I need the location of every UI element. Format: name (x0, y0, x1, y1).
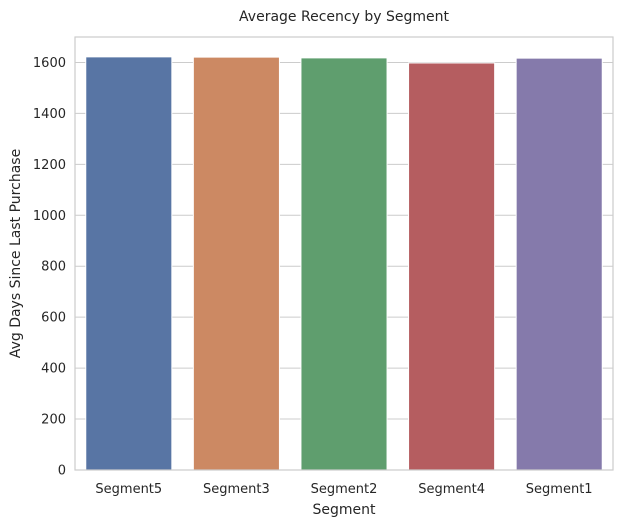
bar-segment1 (515, 57, 603, 471)
y-tick-label: 800 (41, 260, 66, 275)
y-tick-label: 1600 (33, 56, 66, 71)
y-tick-label: 600 (41, 311, 66, 326)
bar-segment3 (192, 56, 280, 471)
bar-segment5 (85, 56, 173, 471)
x-tick-label-segment3: Segment3 (203, 482, 270, 497)
y-tick-label: 0 (58, 464, 66, 479)
y-tick-label: 400 (41, 362, 66, 377)
x-axis-label: Segment (313, 502, 377, 518)
bar-segment2 (300, 57, 388, 471)
bars (85, 56, 603, 471)
x-tick-label-segment2: Segment2 (311, 482, 378, 497)
y-axis-label: Avg Days Since Last Purchase (8, 149, 24, 358)
y-tick-labels: 0 200 400 600 800 1000 1200 1400 1600 (33, 56, 66, 479)
x-tick-label-segment1: Segment1 (526, 482, 593, 497)
x-tick-label-segment4: Segment4 (418, 482, 485, 497)
chart-title: Average Recency by Segment (239, 9, 449, 25)
y-tick-label: 1400 (33, 107, 66, 122)
plot-frame (74, 36, 614, 471)
y-tick-label: 1000 (33, 209, 66, 224)
bar-segment4 (408, 62, 496, 471)
y-tick-label: 200 (41, 413, 66, 428)
x-tick-label-segment5: Segment5 (95, 482, 162, 497)
x-tick-labels: Segment5 Segment3 Segment2 Segment4 Segment1 (95, 482, 592, 497)
y-tick-label: 1200 (33, 158, 66, 173)
